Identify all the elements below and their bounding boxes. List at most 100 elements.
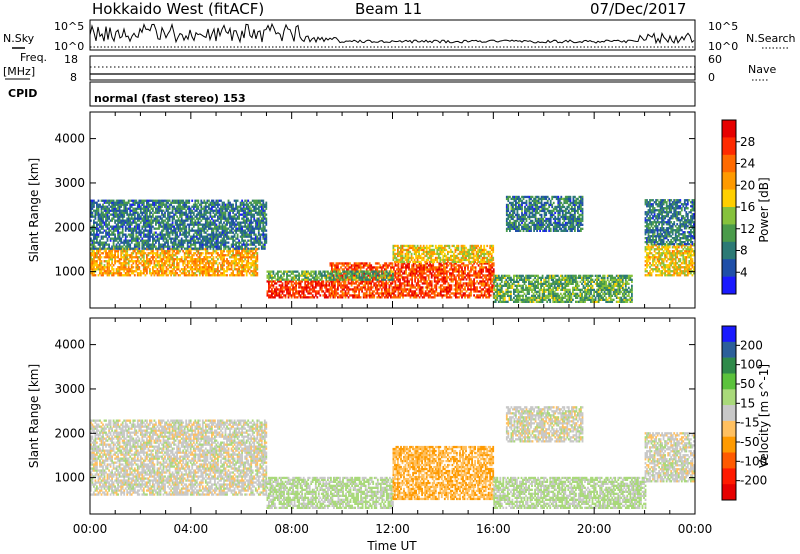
power-cell bbox=[91, 250, 94, 253]
power-cell bbox=[241, 256, 243, 259]
power-cell bbox=[424, 272, 427, 275]
power-cell bbox=[221, 266, 224, 269]
power-cell bbox=[397, 248, 399, 252]
power-cell bbox=[180, 247, 183, 250]
power-cell bbox=[171, 209, 174, 212]
power-cell bbox=[319, 294, 322, 297]
power-cell bbox=[399, 274, 401, 277]
power-cell bbox=[423, 282, 426, 285]
power-cell bbox=[229, 247, 231, 250]
power-cell bbox=[456, 280, 459, 283]
power-cell bbox=[149, 243, 151, 246]
power-cell bbox=[269, 286, 272, 289]
power-cell bbox=[415, 264, 418, 267]
power-cell bbox=[152, 266, 154, 269]
power-cell bbox=[397, 296, 400, 299]
power-cell bbox=[289, 294, 291, 297]
power-cell bbox=[439, 268, 442, 271]
power-cell bbox=[130, 239, 133, 242]
power-cell bbox=[305, 288, 308, 291]
power-cell bbox=[186, 213, 189, 216]
power-cell bbox=[346, 268, 348, 271]
power-cell bbox=[105, 219, 107, 222]
power-cell bbox=[439, 270, 442, 273]
power-cell bbox=[247, 243, 250, 246]
power-cell bbox=[482, 274, 484, 277]
power-cell bbox=[408, 274, 410, 277]
power-cell bbox=[124, 205, 127, 208]
power-cell bbox=[139, 221, 142, 224]
power-cell bbox=[241, 266, 243, 269]
power-cell bbox=[411, 280, 413, 283]
power-cell bbox=[441, 278, 444, 281]
power-cell bbox=[126, 245, 129, 248]
power-cell bbox=[355, 282, 357, 285]
power-cell bbox=[123, 207, 126, 210]
power-cell bbox=[289, 280, 291, 283]
power-cell bbox=[204, 221, 207, 224]
power-cell bbox=[176, 266, 178, 269]
power-cell bbox=[411, 278, 413, 281]
power-cell bbox=[127, 260, 130, 263]
power-cell bbox=[204, 203, 207, 206]
power-cell bbox=[188, 254, 191, 257]
power-cell bbox=[353, 288, 356, 291]
power-cell bbox=[130, 247, 133, 250]
power-cell bbox=[123, 199, 126, 202]
power-cell bbox=[100, 243, 103, 246]
power-cell bbox=[470, 280, 472, 283]
power-cell bbox=[180, 260, 183, 263]
power-cell bbox=[112, 207, 115, 210]
power-cell bbox=[256, 219, 259, 222]
power-cell bbox=[100, 221, 103, 224]
power-cell bbox=[108, 233, 110, 236]
power-cell bbox=[480, 292, 483, 295]
power-cell bbox=[230, 223, 233, 226]
power-cell bbox=[257, 201, 260, 204]
power-cell bbox=[253, 247, 256, 250]
power-cell bbox=[274, 280, 276, 283]
power-cell bbox=[449, 296, 451, 299]
power-cell bbox=[242, 241, 245, 244]
power-cell bbox=[171, 229, 174, 232]
power-cell bbox=[139, 252, 142, 255]
power-cell bbox=[120, 237, 123, 240]
power-cell bbox=[201, 268, 204, 271]
power-cell bbox=[423, 276, 426, 279]
power-cell bbox=[238, 250, 240, 253]
power-cell bbox=[162, 201, 165, 204]
power-cell bbox=[211, 252, 213, 255]
power-cell bbox=[329, 280, 332, 283]
power-cell bbox=[232, 241, 234, 244]
power-cell bbox=[376, 270, 379, 273]
power-cell bbox=[265, 217, 268, 220]
power-cell bbox=[146, 262, 148, 265]
power-cell bbox=[162, 223, 165, 226]
power-cell bbox=[236, 250, 239, 253]
power-cell bbox=[112, 274, 115, 277]
power-cell bbox=[412, 264, 415, 267]
power-cell bbox=[155, 260, 157, 263]
power-cell bbox=[120, 225, 123, 228]
power-cell bbox=[120, 203, 123, 206]
power-cell bbox=[482, 270, 484, 273]
power-cell bbox=[161, 221, 163, 224]
power-cell bbox=[136, 201, 139, 204]
power-cell bbox=[232, 250, 234, 253]
power-cell bbox=[229, 221, 231, 224]
power-cell bbox=[317, 292, 320, 295]
power-cell bbox=[319, 288, 322, 291]
power-cell bbox=[396, 296, 398, 299]
power-cell bbox=[423, 278, 426, 281]
power-cell bbox=[132, 270, 135, 273]
power-cell bbox=[168, 211, 171, 214]
power-cell bbox=[185, 217, 188, 220]
power-cell bbox=[171, 205, 174, 208]
power-cell bbox=[176, 201, 178, 204]
power-cell bbox=[130, 205, 133, 208]
power-cell bbox=[189, 258, 192, 261]
power-cell bbox=[162, 254, 165, 257]
power-cell bbox=[118, 221, 121, 224]
power-cell bbox=[489, 276, 492, 279]
power-cell bbox=[402, 290, 404, 293]
